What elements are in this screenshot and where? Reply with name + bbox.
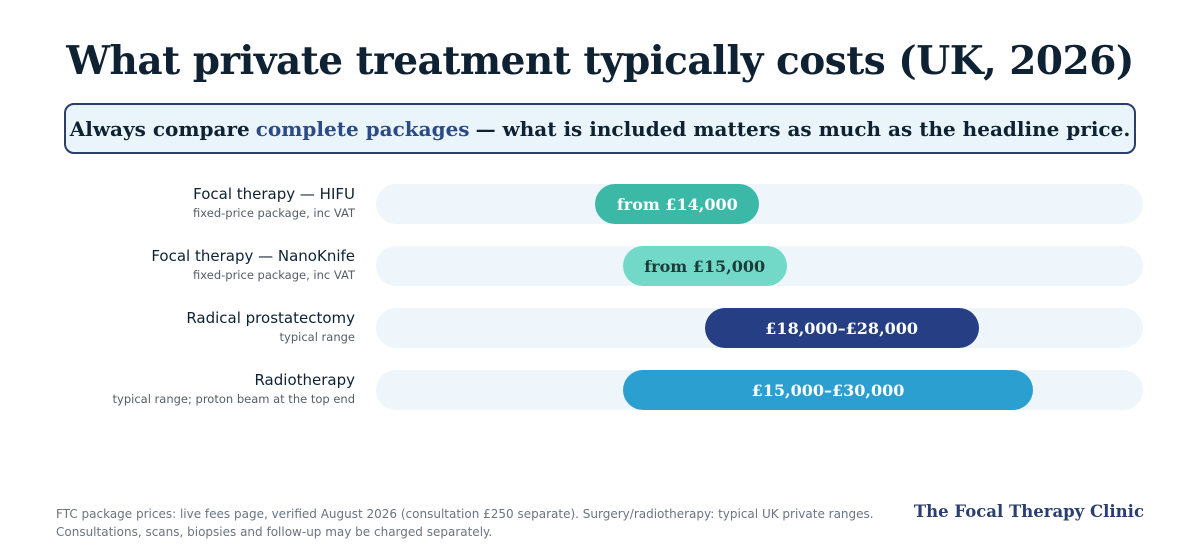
row-note: typical range xyxy=(279,330,355,344)
footnote: FTC package prices: live fees page, veri… xyxy=(56,505,916,541)
bar-value-label: £15,000–£30,000 xyxy=(751,380,905,400)
row-label: Focal therapy — NanoKnife fixed-price pac… xyxy=(35,247,355,283)
callout-text-before: Always compare xyxy=(69,116,250,141)
cost-bar: from £15,000 xyxy=(622,246,787,286)
bar-value-label: £18,000–£28,000 xyxy=(765,318,919,338)
bar-value-label: from £14,000 xyxy=(616,194,738,214)
callout-box: Always compare complete packages — what … xyxy=(64,103,1136,154)
row-name: Radical prostatectomy xyxy=(186,309,355,327)
row-note: typical range; proton beam at the top en… xyxy=(112,392,355,406)
footnote-line: FTC package prices: live fees page, veri… xyxy=(56,507,874,521)
row-label: Focal therapy — HIFU fixed-price package,… xyxy=(35,185,355,221)
row-name: Radiotherapy xyxy=(254,371,355,389)
chart-title: What private treatment typically costs (… xyxy=(66,38,1134,84)
footnote-line: Consultations, scans, biopsies and follo… xyxy=(56,525,493,539)
row-name: Focal therapy — NanoKnife xyxy=(151,247,355,265)
cost-bar: £18,000–£28,000 xyxy=(704,308,979,348)
bar-value-label: from £15,000 xyxy=(644,256,766,276)
row-label: Radiotherapy typical range; proton beam a… xyxy=(35,371,355,407)
row-note: fixed-price package, inc VAT xyxy=(193,206,355,220)
brand-name: The Focal Therapy Clinic xyxy=(913,502,1144,521)
cost-bar: £15,000–£30,000 xyxy=(622,370,1034,410)
row-label: Radical prostatectomy typical range xyxy=(35,309,355,345)
cost-bar: from £14,000 xyxy=(595,184,760,224)
row-note: fixed-price package, inc VAT xyxy=(193,268,355,282)
callout-highlight: complete packages xyxy=(255,116,470,141)
row-name: Focal therapy — HIFU xyxy=(193,185,355,203)
callout-text-after: — what is included matters as much as th… xyxy=(475,116,1131,141)
bar-track xyxy=(376,184,1143,224)
